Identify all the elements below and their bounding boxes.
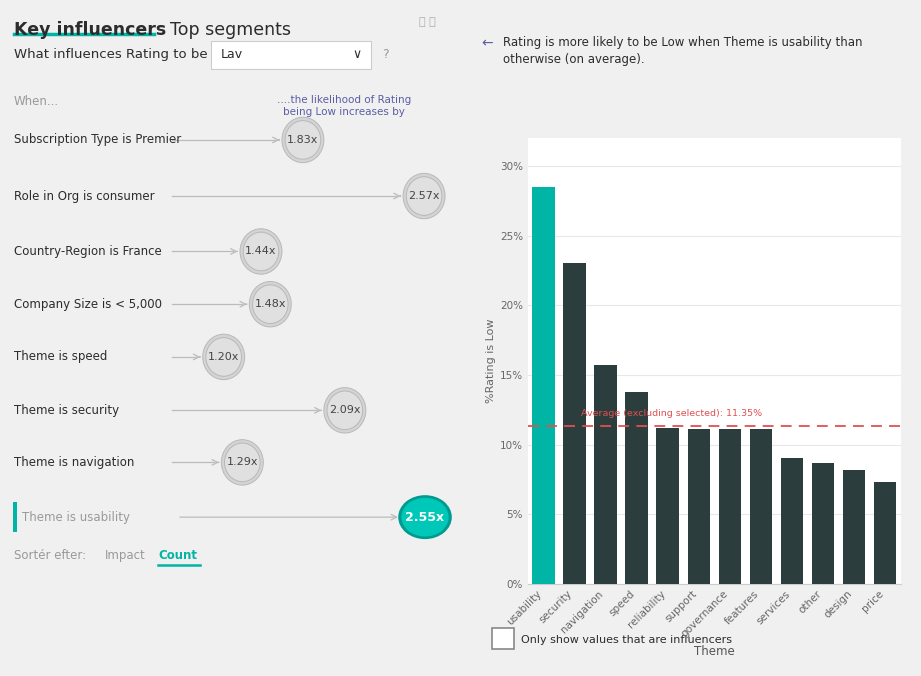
Text: Role in Org is consumer: Role in Org is consumer	[14, 189, 155, 203]
Text: 👍 👎: 👍 👎	[419, 17, 437, 27]
Bar	[532, 187, 554, 584]
Ellipse shape	[250, 281, 291, 327]
Bar	[718, 429, 741, 584]
Text: 2.57x: 2.57x	[408, 191, 440, 201]
Bar	[564, 264, 586, 584]
FancyBboxPatch shape	[211, 41, 371, 69]
Bar	[874, 482, 896, 584]
Bar	[843, 470, 865, 584]
X-axis label: Theme: Theme	[694, 645, 735, 658]
Text: Only show values that are influencers: Only show values that are influencers	[521, 635, 732, 645]
Bar	[594, 365, 617, 584]
Ellipse shape	[327, 391, 363, 430]
Ellipse shape	[282, 117, 324, 163]
Ellipse shape	[324, 387, 366, 433]
Text: ∨: ∨	[353, 48, 362, 62]
Bar	[750, 429, 772, 584]
Text: ?: ?	[382, 48, 389, 62]
Bar	[811, 462, 834, 584]
Text: What influences Rating to be: What influences Rating to be	[14, 47, 207, 61]
Text: Sortér efter:: Sortér efter:	[14, 549, 86, 562]
Ellipse shape	[243, 232, 279, 271]
Text: When...: When...	[14, 95, 59, 107]
Text: 1.48x: 1.48x	[254, 299, 286, 309]
Text: Company Size is < 5,000: Company Size is < 5,000	[14, 297, 162, 311]
Bar	[13, 502, 17, 532]
Bar	[781, 458, 803, 584]
Ellipse shape	[406, 176, 442, 216]
Text: 1.44x: 1.44x	[245, 247, 276, 256]
Text: 1.83x: 1.83x	[287, 135, 319, 145]
Text: Key influencers: Key influencers	[14, 21, 166, 39]
Y-axis label: %Rating is Low: %Rating is Low	[485, 318, 495, 403]
Text: Subscription Type is Premier: Subscription Type is Premier	[14, 133, 181, 147]
Ellipse shape	[221, 439, 263, 485]
Text: ....the likelihood of Rating
being Low increases by: ....the likelihood of Rating being Low i…	[277, 95, 412, 117]
Ellipse shape	[252, 285, 288, 324]
Text: Top segments: Top segments	[170, 21, 291, 39]
Text: 2.09x: 2.09x	[329, 406, 361, 415]
Text: Lav: Lav	[220, 48, 242, 62]
Text: Theme is speed: Theme is speed	[14, 350, 108, 364]
Bar	[625, 391, 647, 584]
Text: 1.20x: 1.20x	[208, 352, 239, 362]
Text: ←: ←	[481, 37, 493, 51]
Text: Rating is more likely to be Low when Theme is usability than
otherwise (on avera: Rating is more likely to be Low when The…	[504, 37, 863, 66]
Text: 1.29x: 1.29x	[227, 458, 258, 467]
Text: Theme is navigation: Theme is navigation	[14, 456, 134, 469]
Ellipse shape	[206, 337, 241, 377]
Text: Count: Count	[158, 549, 197, 562]
Ellipse shape	[403, 173, 445, 219]
Ellipse shape	[240, 228, 282, 274]
Text: Theme is usability: Theme is usability	[22, 510, 131, 524]
Text: Impact: Impact	[105, 549, 146, 562]
Bar	[493, 629, 515, 650]
Text: Theme is security: Theme is security	[14, 404, 119, 417]
Ellipse shape	[398, 495, 452, 539]
Ellipse shape	[225, 443, 260, 482]
Text: Country-Region is France: Country-Region is France	[14, 245, 162, 258]
Bar	[657, 428, 679, 584]
Ellipse shape	[286, 120, 321, 160]
Text: 2.55x: 2.55x	[405, 510, 445, 524]
Text: Average (excluding selected): 11.35%: Average (excluding selected): 11.35%	[580, 409, 762, 418]
Ellipse shape	[402, 498, 449, 537]
Bar	[687, 429, 710, 584]
Ellipse shape	[203, 334, 245, 380]
